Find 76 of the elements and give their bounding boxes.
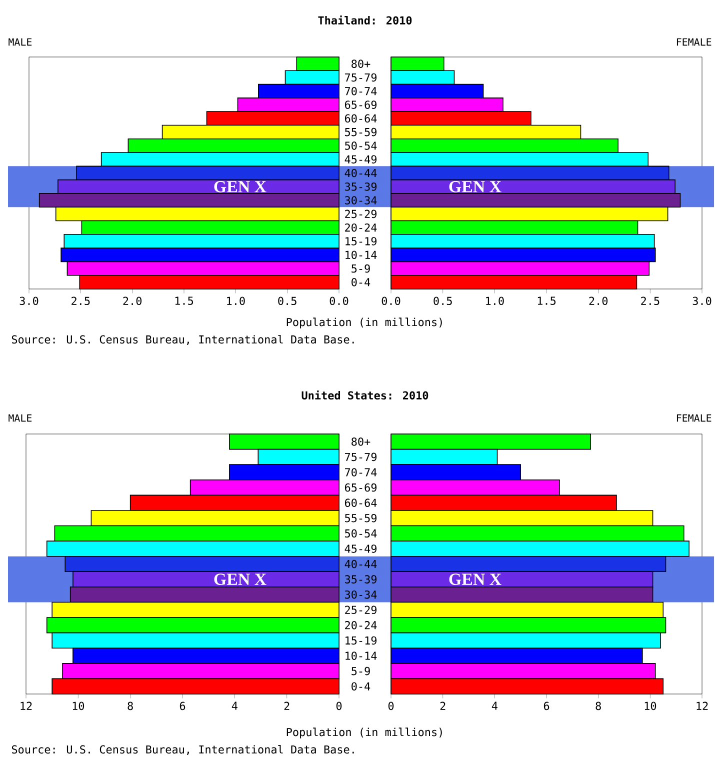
x-tick-label: 8 (596, 702, 601, 710)
x-tick-label: 0 (336, 702, 342, 710)
y-tick-label: 55-59 (344, 128, 376, 136)
band-label: GEN X (449, 574, 502, 585)
y-tick-label: 20-24 (344, 621, 377, 630)
y-tick-label: 40-44 (344, 168, 377, 178)
x-tick-label: 0.0 (382, 296, 400, 306)
x-axis-title: Population (in millions) (286, 728, 442, 738)
x-tick-label: 10 (644, 702, 656, 710)
text: Thailand: 2010 (318, 15, 412, 25)
x-tick-label: 0.0 (330, 296, 348, 306)
x-tick-label: 2 (440, 702, 446, 710)
y-tick-label: 65-69 (344, 483, 376, 492)
band-label: GEN X (449, 180, 502, 192)
chart-subtitle: MALE (8, 414, 32, 422)
y-tick-label: 25-29 (344, 210, 376, 218)
source-note: Source: U.S. Census Bureau, International Data Base. (12, 335, 354, 345)
x-tick-label: 3.0 (692, 296, 712, 306)
y-tick-label: 10-14 (345, 652, 377, 660)
x-tick-label: 2 (284, 702, 290, 710)
y-tick-label: 30-34 (344, 196, 377, 204)
y-tick-label: 5-9 (352, 666, 370, 676)
y-tick-label: 80+ (351, 60, 370, 68)
y-tick-label: 50-54 (344, 529, 377, 538)
x-tick-label: 4 (232, 702, 238, 710)
y-tick-label: 0-4 (351, 278, 370, 286)
y-tick-label: 15-19 (345, 636, 376, 645)
y-tick-label: 20-24 (344, 223, 377, 232)
y-tick-label: 30-34 (344, 590, 377, 599)
source-note: Source: U.S. Census Bureau, International Data Base. (12, 745, 354, 755)
chart-subtitle: MALE (8, 38, 32, 46)
y-tick-label: 25-29 (344, 606, 376, 614)
x-tick-label: 1.5 (538, 296, 556, 305)
x-tick-label: 4 (492, 702, 498, 710)
text: United States: 2010 (302, 390, 428, 400)
x-tick-label: 1.5 (175, 296, 193, 305)
x-tick-label: 6 (180, 702, 185, 710)
band-label: GEN X (214, 574, 266, 585)
y-tick-label: 65-69 (344, 100, 376, 109)
chart-subtitle: FEMALE (676, 414, 712, 422)
x-tick-label: 0.5 (278, 296, 296, 306)
y-tick-label: 75-79 (344, 452, 376, 462)
x-tick-label: 3.0 (20, 296, 38, 306)
x-tick-label: 2.5 (640, 296, 660, 306)
y-tick-label: 10-14 (345, 250, 377, 260)
y-tick-label: 60-64 (344, 498, 377, 507)
band-label: GEN X (214, 180, 266, 192)
y-tick-label: 40-44 (344, 560, 377, 568)
y-tick-label: 75-79 (344, 73, 376, 82)
x-tick-label: 12 (696, 702, 708, 710)
y-tick-label: 50-54 (344, 142, 377, 150)
x-tick-label: 10 (72, 702, 84, 710)
chart-subtitle: FEMALE (676, 38, 712, 46)
y-tick-label: 70-74 (344, 86, 377, 96)
x-tick-label: 6 (544, 702, 549, 710)
y-tick-label: 5-9 (352, 264, 370, 273)
y-tick-label: 0-4 (351, 682, 370, 690)
y-tick-label: 80+ (351, 438, 370, 446)
x-tick-label: 0 (388, 702, 394, 710)
y-tick-label: 55-59 (344, 514, 376, 522)
y-tick-label: 15-19 (345, 237, 376, 246)
x-axis-title: Population (in millions) (286, 318, 442, 328)
y-tick-label: 60-64 (344, 114, 377, 123)
x-tick-label: 1.0 (486, 296, 504, 306)
x-tick-label: 0.5 (434, 296, 452, 306)
y-tick-label: 45-49 (344, 544, 376, 553)
y-tick-label: 35-39 (344, 182, 376, 191)
x-tick-label: 8 (128, 702, 133, 710)
x-tick-label: 1.0 (226, 296, 245, 306)
x-tick-label: 2.0 (589, 296, 608, 306)
y-tick-label: 45-49 (344, 155, 376, 164)
x-tick-label: 2.5 (71, 296, 90, 306)
x-tick-label: 12 (20, 702, 32, 710)
y-tick-label: 70-74 (344, 468, 377, 476)
y-tick-label: 35-39 (344, 575, 376, 584)
x-tick-label: 2.0 (123, 296, 142, 306)
